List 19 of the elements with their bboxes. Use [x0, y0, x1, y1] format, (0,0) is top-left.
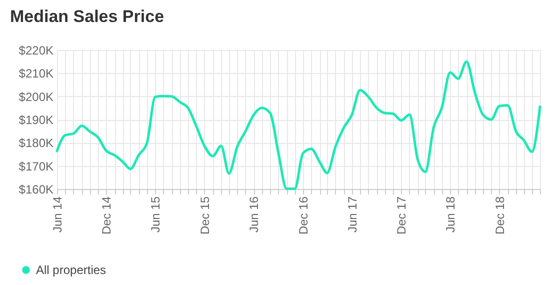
x-tick-label: Jun 16: [247, 196, 262, 233]
x-tick-label: Dec 17: [394, 196, 409, 235]
x-tick-label: Jun 17: [345, 196, 360, 233]
x-tick-label: Dec 15: [198, 196, 212, 235]
y-tick-label: $160K: [18, 182, 54, 196]
y-tick-label: $170K: [18, 159, 54, 174]
x-tick-label: Dec 14: [100, 196, 114, 235]
x-tick-label: Jun 18: [444, 196, 458, 233]
y-tick-label: $180K: [18, 136, 54, 150]
x-tick-label: Dec 18: [492, 196, 507, 235]
x-tick-label: Jun 14: [50, 196, 64, 233]
x-tick-label: Jun 15: [148, 196, 163, 233]
y-tick-label: $190K: [18, 113, 54, 127]
chart-title: Median Sales Price: [10, 7, 164, 26]
y-tick-label: $220K: [18, 44, 54, 58]
y-tick-label: $200K: [18, 90, 54, 104]
legend-label: All properties: [36, 263, 106, 277]
y-tick-label: $210K: [18, 66, 54, 81]
x-tick-label: Dec 16: [296, 196, 310, 235]
